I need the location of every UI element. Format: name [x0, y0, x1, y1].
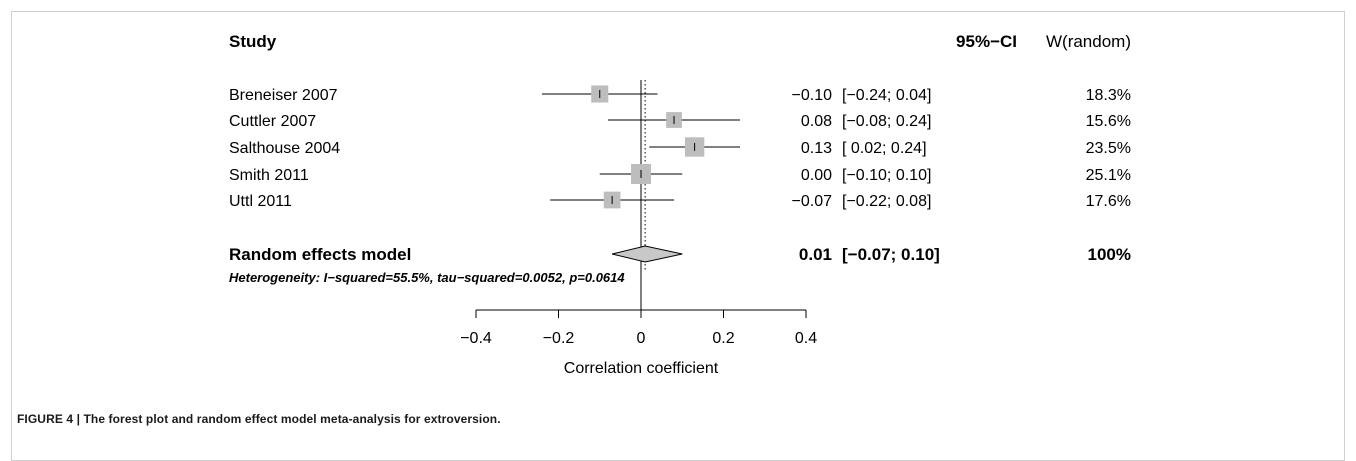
study-estimate: −0.10	[792, 87, 833, 104]
study-weight: 15.6%	[1086, 113, 1131, 130]
study-ci: [−0.08; 0.24]	[842, 113, 931, 130]
study-name: Cuttler 2007	[229, 113, 316, 130]
header-study: Study	[229, 32, 277, 51]
study-weight: 23.5%	[1086, 140, 1131, 157]
study-estimate: 0.08	[801, 113, 832, 130]
x-tick-label: −0.2	[543, 330, 575, 347]
header-weight: W(random)	[1046, 32, 1131, 51]
x-tick-label: 0.2	[712, 330, 734, 347]
pooled-name: Random effects model	[229, 245, 411, 264]
x-tick-label: −0.4	[460, 330, 492, 347]
figure-caption: FIGURE 4 | The forest plot and random ef…	[17, 412, 501, 426]
study-weight: 17.6%	[1086, 193, 1131, 210]
pooled-estimate: 0.01	[799, 245, 832, 264]
figure-frame	[11, 11, 1345, 461]
heterogeneity-text: Heterogeneity: I−squared=55.5%, tau−squa…	[229, 270, 625, 285]
x-axis-label: Correlation coefficient	[564, 360, 719, 377]
study-name: Smith 2011	[229, 167, 309, 184]
study-name: Uttl 2011	[229, 193, 292, 210]
study-weight: 25.1%	[1086, 167, 1131, 184]
study-ci: [−0.10; 0.10]	[842, 167, 931, 184]
study-weight: 18.3%	[1086, 87, 1131, 104]
pooled-diamond	[612, 245, 683, 263]
pooled-ci: [−0.07; 0.10]	[842, 245, 940, 264]
x-tick-label: 0.4	[795, 330, 817, 347]
study-name: Salthouse 2004	[229, 140, 340, 157]
study-estimate: 0.13	[801, 140, 832, 157]
study-name: Breneiser 2007	[229, 87, 338, 104]
header-ci: 95%−CI	[956, 32, 1017, 51]
study-estimate: 0.00	[801, 167, 832, 184]
study-estimate: −0.07	[792, 193, 833, 210]
pooled-weight: 100%	[1088, 245, 1131, 264]
study-ci: [−0.22; 0.08]	[842, 193, 931, 210]
x-tick-label: 0	[637, 330, 646, 347]
study-ci: [−0.24; 0.04]	[842, 87, 931, 104]
study-ci: [ 0.02; 0.24]	[842, 140, 927, 157]
